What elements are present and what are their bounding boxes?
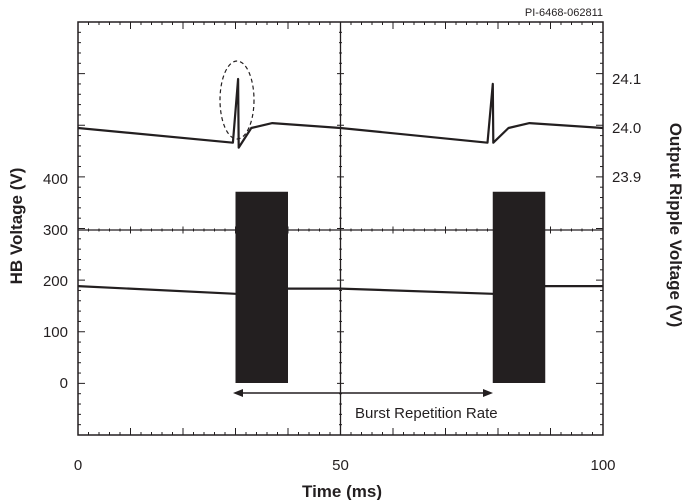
x-tick-label: 50 (332, 457, 349, 474)
left-y-tick-label: 300 (43, 222, 68, 239)
right-y-tick-label: 24.0 (612, 120, 641, 137)
tick-label-layer: 0 50 100 0 100 200 300 400 23.9 24.0 24.1 (43, 71, 641, 474)
trace-layer (77, 77, 604, 383)
left-axis-title: HB Voltage (V) (7, 168, 26, 285)
left-y-tick-label: 400 (43, 171, 68, 188)
right-y-tick-label: 24.1 (612, 71, 641, 88)
right-y-tick-label: 23.9 (612, 169, 641, 186)
right-axis-title: Output Ripple Voltage (V) (666, 123, 683, 328)
left-y-tick-label: 100 (43, 324, 68, 341)
switching-burst-block (235, 191, 288, 383)
x-tick-label: 0 (74, 457, 82, 474)
annotation-label: Burst Repetition Rate (355, 405, 498, 422)
left-y-tick-label: 200 (43, 273, 68, 290)
figure-id: PI-6468-062811 (525, 7, 603, 19)
x-tick-label: 100 (590, 457, 615, 474)
spike-highlight-ellipse (219, 60, 255, 140)
left-y-tick-label: 0 (60, 375, 68, 392)
output-ripple-trace (77, 77, 604, 149)
x-axis-title: Time (ms) (302, 482, 382, 500)
burst-interval-arrow (233, 389, 493, 397)
switching-burst-block (492, 191, 546, 383)
annotation-background (350, 401, 546, 423)
